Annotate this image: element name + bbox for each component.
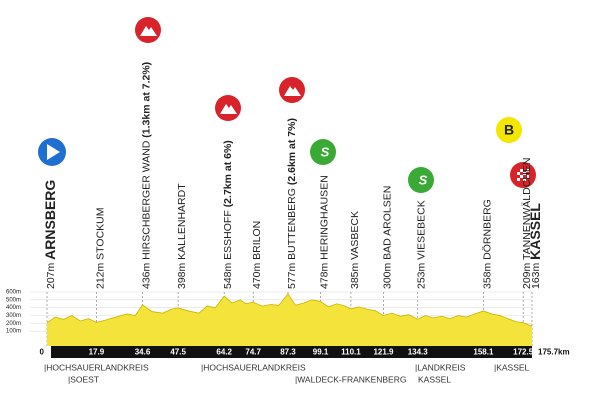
waypoint-name: ESSHOFF [222, 210, 234, 260]
start-icon-arrow [47, 144, 60, 160]
x-tick-label: 17.9 [89, 348, 105, 357]
waypoint-elevation: 470m [251, 262, 263, 289]
x-tick-label: 110.1 [341, 348, 361, 357]
finish-icon [510, 162, 536, 188]
y-tick-label: 200m [6, 321, 21, 327]
waypoint-name: BAD AROLSEN [381, 186, 393, 260]
y-tick-label: 500m [6, 297, 21, 303]
waypoint-elevation: 212m [94, 262, 106, 289]
region-label: |WALDECK-FRANKENBERG [295, 374, 406, 384]
waypoint-elevation: 436m [140, 262, 152, 289]
waypoint-label: 398m KALLENHARDT [176, 183, 188, 289]
waypoint-label: 253m VIESEBECK [416, 200, 428, 289]
waypoint-elevation: 207m [45, 262, 57, 289]
x-tick-label: 74.7 [245, 348, 261, 357]
waypoint-name: BUTTENBERG [286, 188, 298, 260]
sprint-icon: S [310, 139, 336, 165]
waypoint-label: 212m STOCKUM [94, 208, 106, 290]
icons: S S B [38, 17, 536, 193]
region-label: |SOEST [68, 374, 99, 384]
waypoint-label: 209m TANNENWÄLDCHEN [521, 158, 533, 289]
waypoint-name: BRILON [251, 221, 263, 260]
waypoint-detail: (2.7km at 6%) [222, 140, 234, 207]
x-tick-label: 175.7km [538, 348, 570, 357]
x-tick-label: 87.3 [280, 348, 296, 357]
waypoint-label: 300m BAD AROLSEN [381, 186, 393, 289]
x-tick-label: 99.1 [313, 348, 329, 357]
waypoint-elevation: 385m [349, 262, 361, 289]
waypoint-elevation: 478m [318, 262, 330, 289]
region-label: |KASSEL [494, 362, 530, 372]
x-tick-label: 134.3 [408, 348, 429, 357]
waypoint-detail: (2.6km at 7%) [286, 118, 298, 185]
waypoint-label: 478m HERINGHAUSEN [318, 175, 330, 289]
x-tick-label: 47.5 [170, 348, 186, 357]
waypoint-name: TANNENWÄLDCHEN [521, 158, 533, 260]
svg-text:S: S [321, 144, 330, 159]
elevation-area [47, 293, 532, 346]
waypoint-name: HERINGHAUSEN [318, 175, 330, 260]
waypoint-label: 385m VASBECK [349, 211, 361, 289]
bonus-label: B [504, 122, 514, 138]
y-tick-label: 300m [6, 313, 21, 319]
bonus-icon [496, 117, 522, 143]
waypoint-label: 470m BRILON [251, 221, 263, 289]
waypoint-elevation: 548m [222, 262, 234, 289]
waypoint-label: 163m KASSEL [527, 203, 543, 289]
region-label: KASSEL [418, 374, 451, 384]
waypoint-name: ARNSBERG [42, 180, 58, 260]
sprint-icon: S [408, 167, 434, 193]
waypoint-elevation: 398m [176, 262, 188, 289]
waypoint-label: 548m ESSHOFF (2.7km at 6%) [222, 140, 234, 289]
waypoint-name: KALLENHARDT [176, 183, 188, 260]
waypoint-elevation: 163m [530, 262, 542, 289]
km-bar [51, 346, 532, 358]
y-tick-label: 600m [6, 290, 21, 296]
waypoint-elevation: 358m [481, 262, 493, 289]
x-tick-label: 158.1 [473, 348, 494, 357]
waypoint-elevation: 300m [381, 262, 393, 289]
waypoint-label: 207m ARNSBERG [42, 180, 58, 289]
waypoint-name: DÖRNBERG [481, 199, 493, 260]
x-tick-label: 64.2 [216, 348, 232, 357]
waypoint-label: 436m HIRSCHBERGER WAND (1.3km at 7.2%) [140, 62, 152, 289]
x-tick-label: 0 [40, 348, 45, 357]
waypoint-label: 577m BUTTENBERG (2.6km at 7%) [286, 118, 298, 289]
waypoint-name: KASSEL [527, 203, 543, 260]
waypoint-name: HIRSCHBERGER WAND [140, 140, 152, 260]
waypoint-label: 358m DÖRNBERG [481, 199, 493, 289]
waypoint-name: VIESEBECK [416, 200, 428, 260]
y-tick-label: 100m [6, 329, 21, 335]
elevation-line [46, 293, 533, 327]
waypoint-detail: (1.3km at 7.2%) [140, 62, 152, 138]
waypoint-elevation: 209m [521, 262, 533, 289]
svg-text:S: S [419, 172, 428, 187]
x-tick-label: 121.9 [373, 348, 394, 357]
waypoint-name: STOCKUM [94, 208, 106, 260]
region-label: |HOCHSAUERLANDKREIS [201, 362, 306, 372]
x-tick-label: 172.5 [513, 348, 534, 357]
waypoint-elevation: 577m [286, 262, 298, 289]
climb-icon [135, 17, 161, 43]
region-label: |HOCHSAUERLANDKREIS [44, 362, 149, 372]
waypoint-name: VASBECK [349, 211, 361, 260]
x-tick-label: 34.6 [135, 348, 151, 357]
y-tick-label: 400m [6, 305, 21, 311]
climb-icon [215, 95, 241, 121]
region-label: |LANDKREIS [415, 362, 466, 372]
climb-icon [279, 77, 305, 103]
waypoint-elevation: 253m [416, 262, 428, 289]
